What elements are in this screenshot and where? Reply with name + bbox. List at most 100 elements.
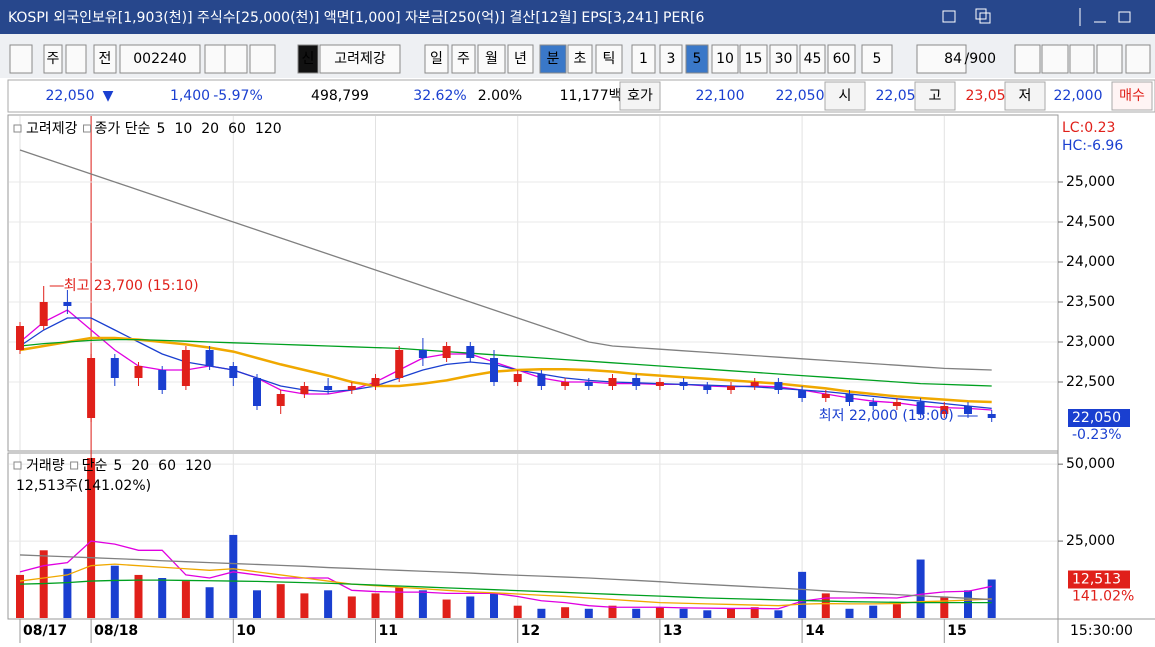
toolbar-label[interactable]: 전 (99, 51, 112, 67)
volume-bar (87, 458, 96, 618)
volume-bar (300, 593, 309, 618)
legend-entry: 120 (185, 458, 212, 474)
volume-bar (16, 574, 24, 618)
volume-bar (371, 593, 380, 618)
toolbar-icon[interactable] (1069, 44, 1095, 74)
volume-bar (513, 605, 522, 618)
toolbar-label[interactable]: 60 (833, 51, 851, 67)
volume-bar (490, 593, 498, 618)
toolbar-label[interactable]: 초 (574, 51, 587, 67)
toolbar-icon[interactable] (1125, 44, 1151, 74)
info-box (914, 81, 956, 111)
lc-label: LC:0.23 (1062, 120, 1115, 136)
toolbar-label[interactable]: 10 (716, 51, 734, 67)
toolbar-label[interactable]: 45 (804, 51, 822, 67)
volume-bar (466, 596, 475, 618)
toolbar-label[interactable]: 주 (457, 51, 470, 67)
info-text: 22,050 (46, 88, 95, 104)
candle-body (134, 366, 143, 378)
toolbar-label[interactable]: 3 (667, 51, 676, 67)
info-text: 매수 (1119, 88, 1145, 104)
toolbar-icon[interactable] (224, 44, 248, 74)
toolbar-label[interactable]: 84 (944, 51, 962, 67)
toolbar-icon[interactable] (1041, 44, 1069, 74)
toolbar-button[interactable] (119, 44, 201, 74)
volume-bar (253, 590, 261, 618)
volume-bar (632, 608, 641, 618)
toolbar-button[interactable] (631, 44, 656, 74)
ma-line (19, 336, 992, 404)
toolbar-label[interactable]: 30 (775, 51, 793, 67)
toolbar-label[interactable]: 일 (430, 51, 443, 67)
candle-body (418, 350, 427, 358)
toolbar-button[interactable] (539, 44, 567, 74)
y-tick-label: 23,000 (1066, 334, 1115, 350)
toolbar-button[interactable] (739, 44, 768, 74)
toolbar-button[interactable] (43, 44, 63, 74)
toolbar-label[interactable]: 년 (514, 51, 527, 67)
candle-body (324, 386, 333, 390)
toolbar-button[interactable] (711, 44, 739, 74)
toolbar-label[interactable]: 5 (693, 51, 702, 67)
info-text: 23,050 (966, 88, 1015, 104)
toolbar-button[interactable] (659, 44, 683, 74)
price-label: 22,050 (1072, 410, 1121, 426)
toolbar-button[interactable] (861, 44, 893, 74)
legend-marker (70, 461, 79, 470)
toolbar-label[interactable]: 002240 (133, 51, 186, 67)
legend-entry: 60 (158, 458, 176, 474)
toolbar-button[interactable] (916, 44, 967, 74)
toolbar-icon[interactable] (249, 44, 276, 74)
volume-bar (442, 599, 451, 618)
volume-bar (750, 607, 759, 618)
toolbar-button[interactable] (769, 44, 798, 74)
candle-body (892, 402, 901, 406)
candle-body (276, 394, 285, 406)
toolbar-label[interactable]: 주 (47, 51, 60, 67)
x-tick-label: 12 (521, 623, 540, 639)
candle-body (442, 346, 451, 358)
toolbar-label[interactable]: 15 (745, 51, 763, 67)
info-box (1111, 81, 1153, 111)
toolbar-icon[interactable] (1014, 44, 1041, 74)
toolbar-label[interactable]: 고려제강 (334, 51, 386, 67)
toolbar-button[interactable] (424, 44, 449, 74)
toolbar-label[interactable]: 신 (302, 51, 315, 67)
volume-bar (347, 596, 356, 618)
toolbar-button[interactable] (567, 44, 593, 74)
toolbar-button[interactable] (507, 44, 534, 74)
toolbar-button[interactable] (799, 44, 826, 74)
toolbar-button[interactable] (319, 44, 401, 74)
title-bar (0, 0, 1155, 34)
toolbar-label[interactable]: /900 (965, 51, 996, 67)
legend-entry: 10 (174, 121, 192, 137)
toolbar-label[interactable]: 5 (873, 51, 882, 67)
toolbar-icon[interactable] (204, 44, 226, 74)
toolbar-label[interactable]: 틱 (603, 51, 616, 67)
candle-body (821, 394, 830, 398)
x-tick-label: 11 (379, 623, 398, 639)
toolbar-button[interactable] (451, 44, 476, 74)
toolbar-label[interactable]: 월 (485, 51, 498, 67)
toolbar-button[interactable] (477, 44, 506, 74)
toolbar-label[interactable]: 1 (639, 51, 648, 67)
toolbar-button[interactable] (827, 44, 856, 74)
toolbar-button[interactable] (685, 44, 709, 74)
info-text: 22,000 (1054, 88, 1103, 104)
candle-body (466, 346, 475, 358)
toolbar-icon[interactable] (9, 44, 33, 74)
info-text: 고 (929, 88, 942, 104)
volume-box (1068, 570, 1130, 589)
info-text: 22,050 (876, 88, 925, 104)
candle-body (727, 386, 735, 390)
toolbar-icon[interactable] (1096, 44, 1123, 74)
toolbar-label[interactable]: 분 (547, 51, 560, 67)
candle-body (845, 394, 854, 402)
volume-subtitle: 12,513주(141.02%) (16, 478, 151, 494)
toolbar-button[interactable] (93, 44, 117, 74)
toolbar-button[interactable] (297, 44, 319, 74)
toolbar-icon[interactable] (65, 44, 87, 74)
x-tick-label: 15 (947, 623, 966, 639)
toolbar-button[interactable] (595, 44, 623, 74)
